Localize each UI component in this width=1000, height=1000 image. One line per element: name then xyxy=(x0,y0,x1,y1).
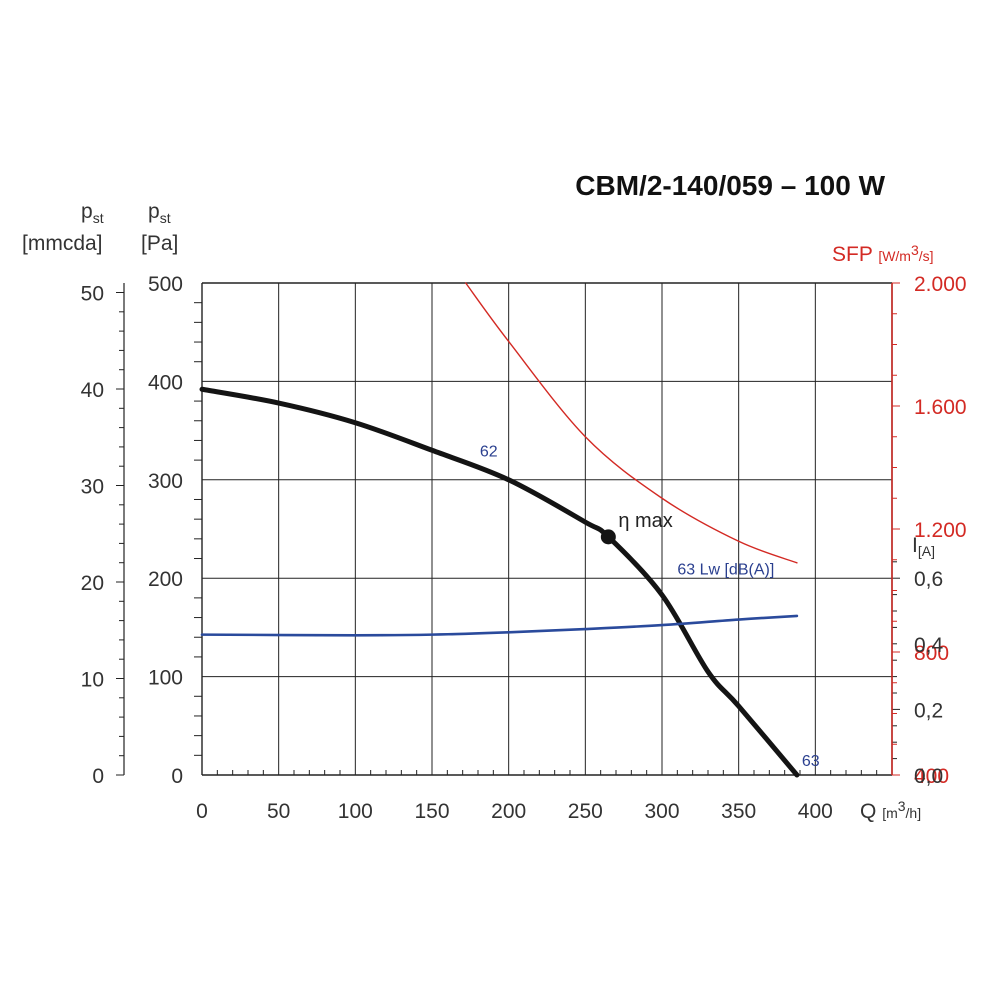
current-tick-label: 0,2 xyxy=(914,699,943,722)
pressure-curve xyxy=(199,386,800,778)
current-tick-label: 0,4 xyxy=(914,634,944,657)
sfp-tick-label: 800 xyxy=(914,642,949,665)
pa-tick-label: 500 xyxy=(148,273,183,296)
sfp-tick-label: 1.600 xyxy=(914,396,967,419)
current-tick-label: 0,0 xyxy=(914,765,943,788)
sfp-tick-label: 2.000 xyxy=(914,273,967,296)
x-tick-label: 150 xyxy=(414,800,449,823)
mm-tick-label: 50 xyxy=(81,283,104,306)
eta-max-label: η max xyxy=(618,510,672,532)
current-axis-label: I[A] xyxy=(912,534,935,559)
x-tick-label: 200 xyxy=(491,800,526,823)
mm-tick-label: 30 xyxy=(81,476,104,499)
pa-tick-label: 300 xyxy=(148,470,183,493)
lw-label-63: 63 Lw [dB(A)] xyxy=(677,561,774,578)
pa-tick-label: 200 xyxy=(148,568,183,591)
current-curve xyxy=(200,614,799,637)
lw-label-63-end: 63 xyxy=(802,753,820,770)
pa-tick-label: 100 xyxy=(148,667,183,690)
minor-ticks xyxy=(116,282,900,776)
x-tick-label: 50 xyxy=(267,800,290,823)
sfp-tick-label: 400 xyxy=(914,765,949,788)
sfp-axis-label: SFP [W/m3/s] xyxy=(832,242,934,266)
x-tick-label: 100 xyxy=(338,800,373,823)
pa-tick-label: 0 xyxy=(171,765,183,788)
pa-tick-label: 400 xyxy=(148,371,183,394)
grid xyxy=(123,282,893,776)
current-tick-label: 0,6 xyxy=(914,568,943,591)
x-tick-label: 250 xyxy=(568,800,603,823)
x-tick-label: 300 xyxy=(644,800,679,823)
x-tick-label: 350 xyxy=(721,800,756,823)
tick-labels: 0 50 100 150 200 250 300 350 4000100200300400500… xyxy=(81,273,967,823)
series xyxy=(199,282,800,778)
mm-tick-label: 20 xyxy=(81,572,104,595)
left-pa-axis-symbol: pst xyxy=(148,200,171,226)
eta-max-marker xyxy=(600,529,616,545)
left-pa-axis-unit: [Pa] xyxy=(141,232,178,255)
x-tick-label: 0 xyxy=(196,800,208,823)
left-mm-axis-unit: [mmcda] xyxy=(22,232,103,255)
x-tick-label: 400 xyxy=(798,800,833,823)
mm-tick-label: 0 xyxy=(92,765,104,788)
annotations: η max 62 63 Lw [dB(A)] 63 xyxy=(480,443,820,770)
lw-label-62: 62 xyxy=(480,443,498,460)
mm-tick-label: 40 xyxy=(81,379,104,402)
chart-title: CBM/2-140/059 – 100 W xyxy=(575,170,885,201)
left-mm-axis-symbol: pst xyxy=(81,200,104,226)
sfp-tick-label: 1.200 xyxy=(914,519,967,542)
mm-tick-label: 10 xyxy=(81,669,104,692)
sfp-curve xyxy=(465,282,798,564)
x-axis-label: Q [m3/h] xyxy=(860,798,921,823)
